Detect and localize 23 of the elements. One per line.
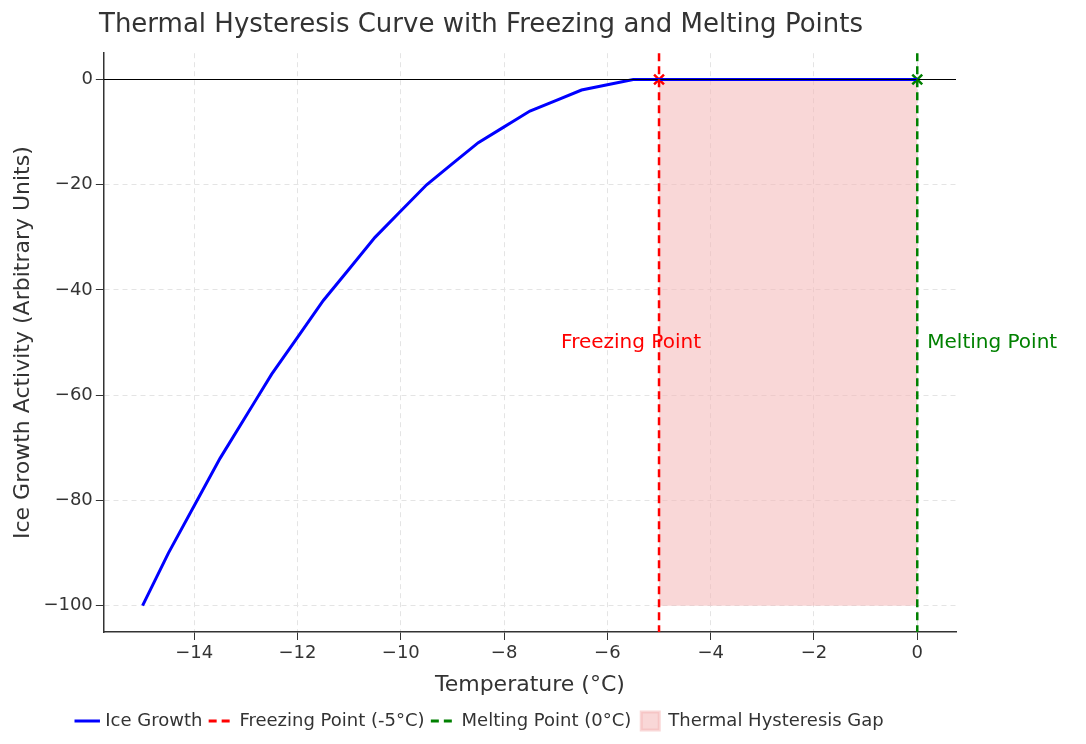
annotation: Melting Point: [927, 328, 1058, 353]
x-tick-label: −4: [697, 641, 724, 663]
legend-label: Thermal Hysteresis Gap: [667, 708, 884, 730]
x-tick-label: −12: [278, 641, 317, 663]
legend-label: Ice Growth: [105, 708, 203, 730]
x-tick-label: 0: [911, 641, 923, 663]
x-tick-label: −6: [594, 641, 621, 663]
y-tick-label: −40: [54, 277, 93, 299]
y-tick-label: −60: [54, 382, 93, 404]
x-axis-title: Temperature (°C): [433, 670, 625, 696]
y-axis-title: Ice Growth Activity (Arbitrary Units): [8, 146, 34, 540]
y-tick-label: −100: [43, 593, 93, 615]
y-tick-label: −20: [54, 172, 93, 194]
x-tick-label: −2: [800, 641, 828, 663]
x-tick-label: −14: [175, 641, 214, 663]
legend-label: Freezing Point (-5°C): [239, 708, 425, 730]
chart-title: Thermal Hysteresis Curve with Freezing and Melting Points: [98, 8, 863, 39]
y-tick-label: 0: [81, 67, 93, 89]
x-tick-label: −10: [381, 641, 420, 663]
legend-label: Melting Point (0°C): [461, 708, 632, 730]
annotation: Freezing Point: [561, 328, 702, 353]
y-tick-label: −80: [54, 488, 93, 510]
x-tick-label: −8: [490, 641, 518, 663]
